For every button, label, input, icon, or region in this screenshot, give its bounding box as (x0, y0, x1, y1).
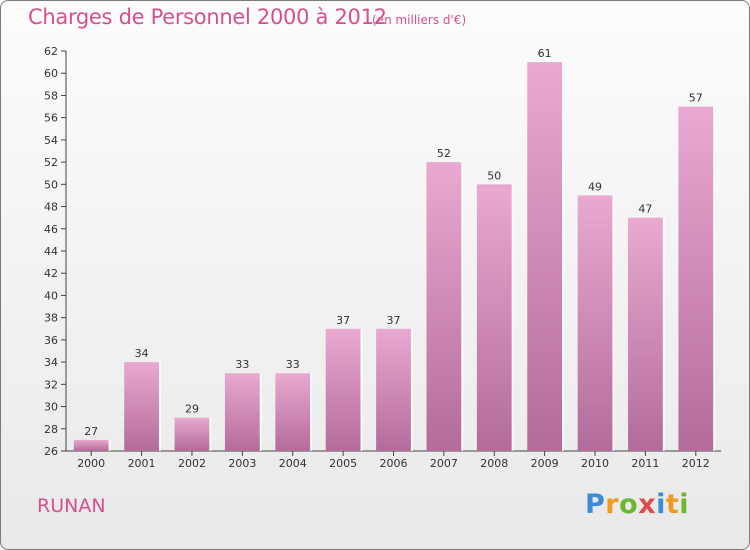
logo-letter: i (679, 489, 690, 520)
x-tick-label: 2012 (682, 457, 710, 470)
y-tick-label: 30 (44, 401, 58, 414)
y-tick-label: 58 (44, 89, 58, 102)
value-label-2011: 47 (638, 203, 652, 216)
bar-2011 (628, 217, 663, 451)
chart-title: Charges de Personnel 2000 à 2012 (28, 5, 387, 29)
bar-2010 (577, 195, 613, 451)
x-tick-label: 2008 (480, 457, 508, 470)
value-label-2000: 27 (84, 425, 98, 438)
logo-letter: o (619, 489, 639, 520)
logo-letter: r (605, 489, 620, 520)
y-tick-label: 56 (44, 112, 58, 125)
y-tick-label: 44 (44, 245, 58, 258)
bar-2005 (325, 328, 361, 451)
value-label-2002: 29 (185, 403, 199, 416)
logo-letter: t (665, 489, 680, 520)
y-tick-label: 54 (44, 134, 58, 147)
x-tick-label: 2007 (430, 457, 458, 470)
x-tick-label: 2004 (279, 457, 307, 470)
bar-2002 (174, 417, 210, 451)
logo-letter: i (656, 489, 666, 520)
x-tick-label: 2011 (631, 457, 659, 470)
bar-2001 (124, 362, 159, 451)
bar-2012 (678, 106, 714, 452)
bar-2003 (224, 373, 260, 451)
logo-letter: P (585, 489, 606, 520)
y-tick-label: 48 (44, 201, 58, 214)
x-tick-label: 2003 (228, 457, 256, 470)
bar-2000 (73, 439, 109, 451)
chart-subtitle: (en milliers d'€) (372, 13, 467, 27)
y-tick-label: 26 (44, 445, 58, 458)
y-tick-label: 50 (44, 178, 58, 191)
value-label-2010: 49 (588, 180, 602, 193)
x-tick-label: 2010 (581, 457, 609, 470)
value-label-2008: 50 (487, 169, 501, 182)
value-label-2005: 37 (336, 314, 350, 327)
logo-letter: x (638, 489, 657, 520)
bar-2009 (527, 62, 563, 451)
value-label-2009: 61 (538, 47, 552, 60)
bar-2007 (426, 162, 462, 451)
bar-2008 (476, 184, 512, 452)
y-tick-label: 40 (44, 289, 58, 302)
y-tick-label: 32 (44, 378, 58, 391)
proxiti-logo: Proxiti (585, 489, 689, 520)
x-tick-label: 2009 (531, 457, 559, 470)
x-tick-label: 2006 (380, 457, 408, 470)
axes: 26 28 30 32 34 36 38 40 42 44 46 48 50 52 54 56 58 60 62 20… (44, 45, 721, 470)
y-tick-label: 38 (44, 312, 58, 325)
bar-2004 (275, 373, 311, 451)
y-tick-label: 28 (44, 423, 58, 436)
x-tick-label: 2002 (178, 457, 206, 470)
y-tick-label: 62 (44, 45, 58, 58)
value-label-2012: 57 (689, 92, 703, 105)
y-tick-label: 52 (44, 156, 58, 169)
value-label-2004: 33 (286, 358, 300, 371)
value-label-2001: 34 (135, 347, 149, 360)
bar-2006 (376, 328, 411, 451)
y-tick-label: 36 (44, 334, 58, 347)
y-tick-label: 46 (44, 223, 58, 236)
value-label-2003: 33 (235, 358, 249, 371)
y-tick-label: 60 (44, 67, 58, 80)
value-labels: 27 34 29 33 33 37 37 52 50 61 49 47 57 (84, 47, 703, 438)
value-label-2007: 52 (437, 147, 451, 160)
y-tick-label: 42 (44, 267, 58, 280)
x-tick-label: 2001 (128, 457, 156, 470)
value-label-2006: 37 (387, 314, 401, 327)
y-tick-label: 34 (44, 356, 58, 369)
commune-name: RUNAN (37, 495, 106, 517)
x-tick-label: 2005 (329, 457, 357, 470)
x-tick-label: 2000 (77, 457, 105, 470)
bars (73, 62, 716, 452)
